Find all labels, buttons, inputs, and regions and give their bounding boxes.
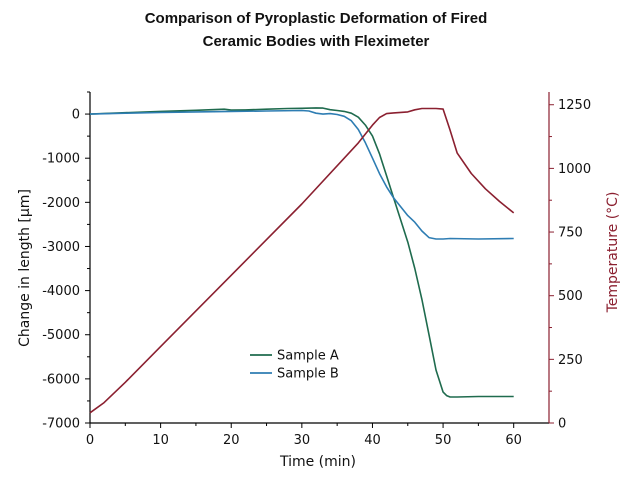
series-line-sample-b [89, 109, 514, 240]
y-tick-label: -4000 [42, 284, 80, 299]
x-tick-label: 60 [505, 433, 522, 448]
y-tick-label: -7000 [42, 417, 80, 432]
y-tick-label: -2000 [42, 196, 80, 211]
y-tick-label: -1000 [42, 152, 80, 167]
x-tick-label: 20 [223, 433, 240, 448]
y2-tick-label: 1250 [558, 98, 591, 113]
x-tick-label: 30 [294, 433, 311, 448]
x-tick-label: 10 [152, 433, 169, 448]
y2-tick-label: 750 [558, 226, 583, 241]
x-tick-label: 0 [86, 433, 94, 448]
x-axis-label: Time (min) [279, 454, 356, 470]
chart-title-line-1: Comparison of Pyroplastic Deformation of… [145, 10, 488, 27]
y2-tick-label: 0 [558, 417, 566, 432]
y-tick-label: -3000 [42, 240, 80, 255]
y-tick-label: 0 [72, 108, 80, 123]
chart-title-line-2: Ceramic Bodies with Fleximeter [203, 33, 430, 50]
y2-tick-label: 250 [558, 353, 583, 368]
legend-label-sample-b: Sample B [277, 367, 339, 382]
series-line-temperature [89, 107, 515, 414]
legend: Sample A Sample B [250, 349, 339, 382]
y2-axis-label: Temperature (°C) [605, 192, 621, 314]
y2-tick-label: 1000 [558, 162, 591, 177]
y-tick-label: -5000 [42, 328, 80, 343]
x-tick-label: 50 [435, 433, 452, 448]
legend-label-sample-a: Sample A [277, 349, 339, 364]
y-tick-label: -6000 [42, 372, 80, 387]
y-axis-label: Change in length [µm] [17, 189, 33, 347]
series-line-sample-a [89, 107, 514, 398]
plot-area: 0 10 20 30 40 50 60 0 -1000 -2000 -3000 -4000 -5000 -… [42, 91, 591, 448]
x-tick-label: 40 [364, 433, 381, 448]
y2-tick-label: 500 [558, 289, 583, 304]
